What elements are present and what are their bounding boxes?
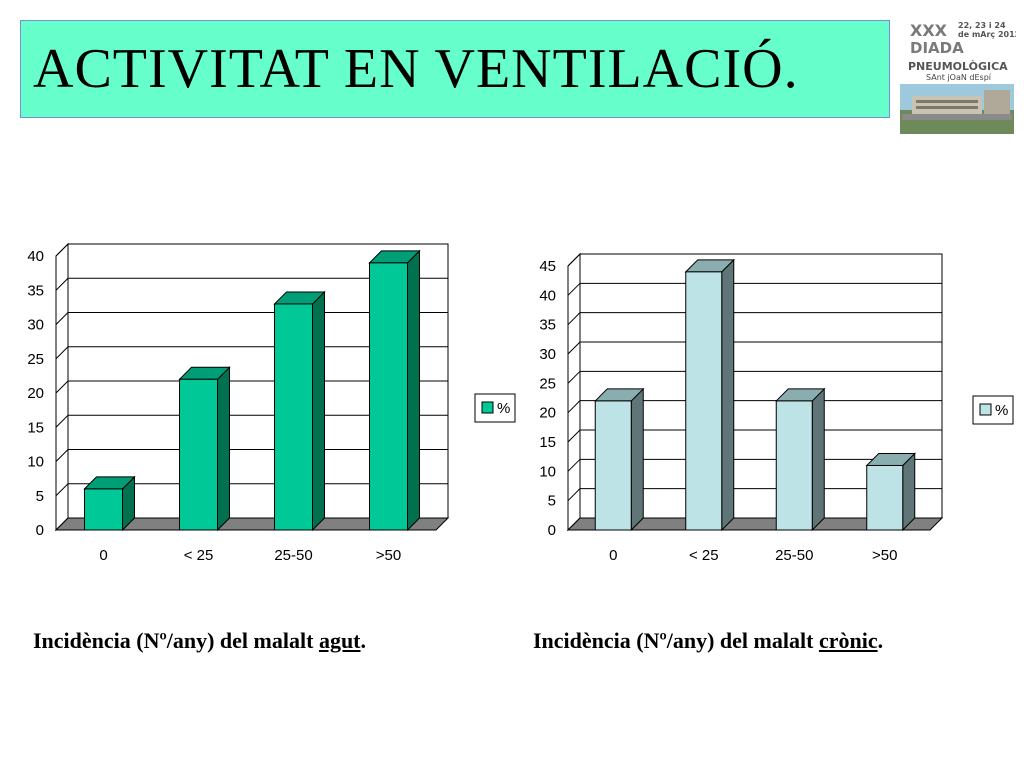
acute-x-tick-label: >50 [376,547,401,564]
acute-y-tick-label: 40 [27,248,44,265]
logo-text-date1: 22, 23 i 24 [958,21,1006,30]
event-logo: XXX 22, 23 i 24 de mArç 2012 DIADA PNEUM… [898,18,1016,136]
acute-y-tick-label: 35 [27,282,44,299]
chart-acute-svg: 0 5 10 15 20 25 30 35 40 0 < 25 25-50 >50% [27,242,516,564]
acute-gridline [55,277,448,291]
chronic-bar-front [775,400,813,531]
acute-legend: % [474,393,516,423]
chronic-bar-front [866,464,904,531]
chronic-y-tick-label: 15 [539,434,556,451]
chronic-side-wall [567,252,581,532]
slide-title: ACTIVITAT EN VENTILACIÓ. [33,38,799,100]
acute-bar-front [369,262,408,531]
chronic-y-tick-label: 35 [539,317,556,334]
acute-legend-label: % [497,400,510,417]
acute-y-tick-label: 0 [36,522,44,539]
chronic-y-tick-label: 40 [539,287,556,304]
logo-text-xxx: XXX [910,21,948,40]
chronic-y-tick-label: 25 [539,375,556,392]
logo-text-diada: DIADA [910,39,964,57]
chronic-bar [684,258,735,532]
acute-x-tick-label: < 25 [184,547,214,564]
chronic-x-tick-label: 0 [609,547,617,564]
chronic-bar [775,387,826,532]
chronic-gridline [567,370,942,384]
chronic-y-tick-label: 45 [539,258,556,275]
chronic-gridline [567,253,942,267]
acute-bar-front [274,303,313,531]
caption-acute: Incidència (Nº/any) del malalt agut. [33,628,366,654]
acute-y-tick-label: 5 [36,488,44,505]
logo-text-date2: de mArç 2012 [958,30,1016,39]
chronic-y-tick-label: 30 [539,346,556,363]
chronic-legend: % [972,395,1014,425]
acute-y-tick-label: 10 [27,454,44,471]
title-banner: ACTIVITAT EN VENTILACIÓ. [20,20,890,118]
chronic-x-tick-label: 25-50 [775,547,813,564]
chronic-legend-swatch [979,403,992,416]
caption-acute-suffix: . [360,628,367,653]
chronic-bar [865,452,916,532]
chronic-y-tick-label: 5 [548,493,556,510]
acute-y-tick-label: 20 [27,385,44,402]
caption-acute-prefix: Incidència (Nº/any) del malalt [33,628,319,653]
chronic-bar-front [685,271,723,531]
acute-y-tick-label: 15 [27,419,44,436]
chronic-gridline [567,312,942,326]
chronic-bar-side [811,387,825,532]
acute-bar [368,249,421,532]
acute-bar-side [407,249,420,532]
caption-chronic: Incidència (Nº/any) del malalt crònic. [533,628,883,654]
logo-photo [900,84,1014,134]
chronic-bar-side [902,452,916,532]
chart-acute: 0 5 10 15 20 25 30 35 40 0 < 25 25-50 >50% [20,230,520,580]
chronic-y-tick-label: 10 [539,463,556,480]
chronic-bar [594,387,645,532]
chronic-legend-label: % [995,402,1008,419]
logo-text-pneumologica: PNEUMOLÒGICA [908,60,1008,73]
acute-legend-swatch [481,401,494,414]
acute-bar-side [312,290,325,532]
caption-acute-word: agut [318,628,361,653]
caption-chronic-suffix: . [877,628,884,653]
chart-chronic-svg: 0 5 10 15 20 25 30 35 40 45 0 < 25 25-50 >50% [539,252,1014,564]
chronic-gridline [567,282,942,296]
acute-y-tick-label: 30 [27,317,44,334]
acute-y-tick-label: 25 [27,351,44,368]
acute-bar [83,475,136,532]
logo-text-place: SAnt jOaN dEspí [926,73,992,82]
acute-bar-front [84,488,123,531]
chronic-bar-front [594,400,632,531]
acute-bar [273,290,326,532]
acute-bar [178,366,231,532]
chronic-x-tick-label: >50 [872,547,897,564]
acute-gridline [55,243,448,257]
caption-chronic-prefix: Incidència (Nº/any) del malalt [533,628,819,653]
chronic-bar-side [721,258,735,532]
chart-chronic: 0 5 10 15 20 25 30 35 40 45 0 < 25 25-50 >50% [530,240,1020,580]
caption-chronic-word: crònic [818,628,878,653]
chronic-bar-side [630,387,644,532]
acute-bar-front [179,378,218,531]
acute-x-tick-label: 25-50 [274,547,312,564]
acute-x-tick-label: 0 [99,547,107,564]
chronic-gridline [567,341,942,355]
chronic-x-tick-label: < 25 [689,547,719,564]
chronic-y-tick-label: 0 [548,522,556,539]
acute-bar-side [217,366,230,532]
chronic-y-tick-label: 20 [539,405,556,422]
